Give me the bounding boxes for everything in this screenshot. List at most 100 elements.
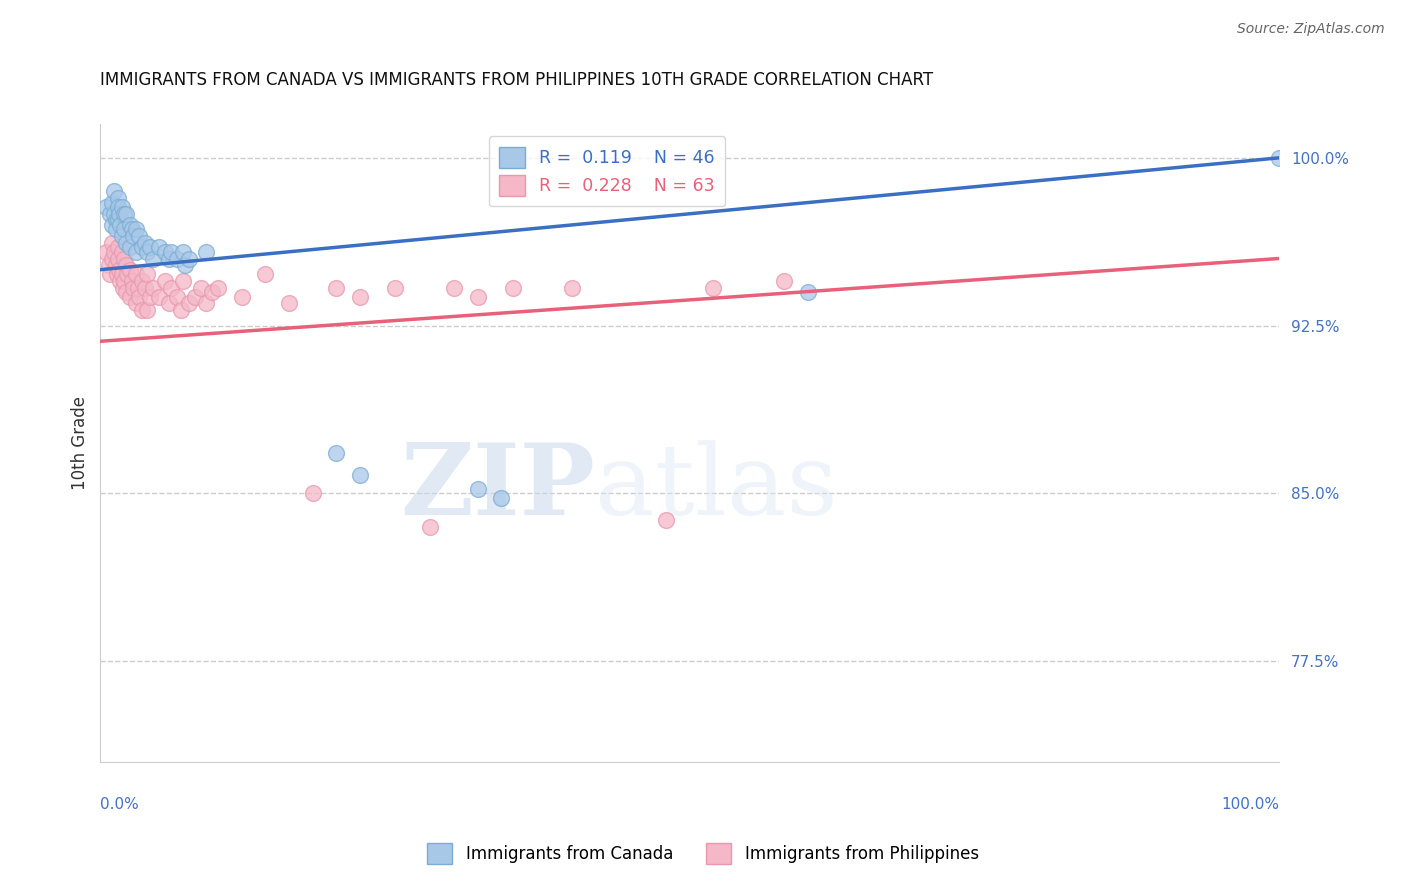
Point <box>101 235 124 250</box>
Point <box>121 222 143 236</box>
Point <box>118 240 141 254</box>
Point <box>139 240 162 254</box>
Point <box>125 244 148 259</box>
Point <box>101 218 124 232</box>
Point <box>136 267 159 281</box>
Point <box>254 267 277 281</box>
Point <box>103 207 125 221</box>
Point <box>108 207 131 221</box>
Point <box>115 235 138 250</box>
Point <box>110 200 132 214</box>
Point <box>349 468 371 483</box>
Point <box>112 222 135 236</box>
Point <box>131 302 153 317</box>
Point <box>183 289 205 303</box>
Point <box>136 302 159 317</box>
Point <box>148 289 170 303</box>
Point <box>166 252 188 266</box>
Legend: Immigrants from Canada, Immigrants from Philippines: Immigrants from Canada, Immigrants from … <box>420 837 986 871</box>
Point <box>117 267 139 281</box>
Point <box>103 244 125 259</box>
Point <box>349 289 371 303</box>
Point <box>796 285 818 299</box>
Point <box>125 267 148 281</box>
Point <box>103 185 125 199</box>
Text: Source: ZipAtlas.com: Source: ZipAtlas.com <box>1237 22 1385 37</box>
Point <box>131 240 153 254</box>
Point <box>174 258 197 272</box>
Point <box>157 252 180 266</box>
Point <box>419 520 441 534</box>
Text: IMMIGRANTS FROM CANADA VS IMMIGRANTS FROM PHILIPPINES 10TH GRADE CORRELATION CHA: IMMIGRANTS FROM CANADA VS IMMIGRANTS FRO… <box>100 71 934 89</box>
Point <box>172 244 194 259</box>
Point <box>153 244 176 259</box>
Point <box>157 296 180 310</box>
Point <box>139 289 162 303</box>
Point <box>177 252 200 266</box>
Point <box>122 229 145 244</box>
Text: 100.0%: 100.0% <box>1220 797 1279 812</box>
Point <box>101 195 124 210</box>
Point <box>153 274 176 288</box>
Point <box>112 274 135 288</box>
Point <box>1268 151 1291 165</box>
Point <box>118 289 141 303</box>
Text: atlas: atlas <box>595 440 838 535</box>
Point <box>128 289 150 303</box>
Point <box>502 280 524 294</box>
Point <box>115 285 138 299</box>
Point <box>142 280 165 294</box>
Point <box>97 258 120 272</box>
Point <box>98 267 121 281</box>
Point <box>325 446 347 460</box>
Point <box>142 252 165 266</box>
Point <box>702 280 724 294</box>
Point <box>110 274 132 288</box>
Point <box>467 289 489 303</box>
Text: ZIP: ZIP <box>401 439 595 536</box>
Point <box>115 258 138 272</box>
Point <box>325 280 347 294</box>
Legend: R =  0.119    N = 46, R =  0.228    N = 63: R = 0.119 N = 46, R = 0.228 N = 63 <box>489 136 725 206</box>
Point <box>112 207 135 221</box>
Point <box>107 252 129 266</box>
Point <box>561 280 583 294</box>
Point <box>136 244 159 259</box>
Point <box>195 296 218 310</box>
Point <box>148 240 170 254</box>
Point <box>122 280 145 294</box>
Point <box>107 240 129 254</box>
Point <box>301 486 323 500</box>
Point <box>160 244 183 259</box>
Point <box>160 280 183 294</box>
Point <box>110 218 132 232</box>
Point <box>96 200 118 214</box>
Point <box>110 229 132 244</box>
Point <box>195 244 218 259</box>
Point <box>201 285 224 299</box>
Point <box>169 302 191 317</box>
Point <box>128 229 150 244</box>
Point <box>131 274 153 288</box>
Point <box>172 274 194 288</box>
Point <box>231 289 253 303</box>
Point <box>384 280 406 294</box>
Point <box>190 280 212 294</box>
Point <box>121 274 143 288</box>
Point <box>177 296 200 310</box>
Point <box>118 218 141 232</box>
Point <box>118 262 141 277</box>
Point <box>96 244 118 259</box>
Point <box>134 280 156 294</box>
Point <box>104 258 127 272</box>
Point <box>112 252 135 266</box>
Point <box>125 222 148 236</box>
Point <box>207 280 229 294</box>
Point <box>443 280 465 294</box>
Point <box>127 280 149 294</box>
Point <box>107 191 129 205</box>
Y-axis label: 10th Grade: 10th Grade <box>72 396 89 490</box>
Point <box>115 207 138 221</box>
Point <box>489 491 512 505</box>
Point <box>101 252 124 266</box>
